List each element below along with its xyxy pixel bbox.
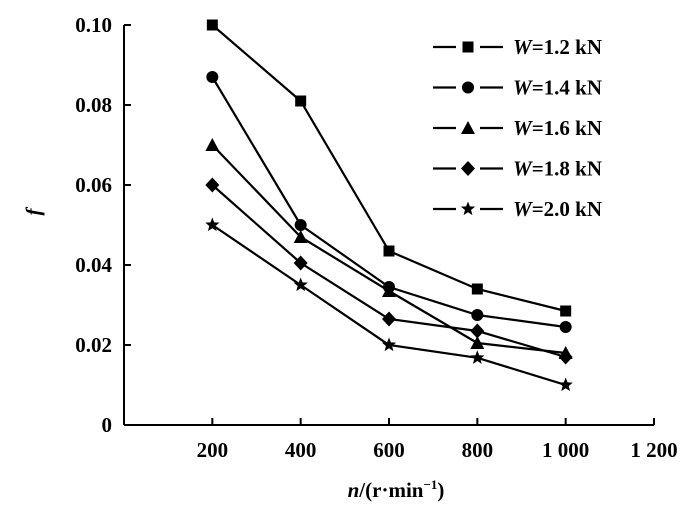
legend-label-value: =2.0 kN xyxy=(532,197,602,221)
data-point-star xyxy=(470,350,485,364)
data-point-square xyxy=(295,95,307,107)
legend-entry: W=2.0 kN xyxy=(433,197,602,221)
legend-label-variable: W xyxy=(513,116,533,140)
data-point-circle xyxy=(471,309,484,321)
legend-label-value: =1.4 kN xyxy=(532,76,602,100)
legend-entry: W=1.4 kN xyxy=(433,76,602,100)
data-point-triangle xyxy=(470,336,485,349)
data-point-triangle xyxy=(293,230,308,243)
x-axis-title-exponent: −1 xyxy=(423,477,437,492)
legend-entry: W=1.6 kN xyxy=(433,116,602,140)
legend-label: W=2.0 kN xyxy=(513,197,602,221)
data-point-star xyxy=(205,217,220,232)
legend-label-value: =1.6 kN xyxy=(532,116,602,140)
data-point-triangle xyxy=(205,138,220,151)
data-point-square xyxy=(471,283,483,295)
legend-marker-circle xyxy=(462,81,474,94)
x-axis-title-units: /(r·min xyxy=(358,478,423,502)
data-point-star xyxy=(293,277,308,292)
y-tick-label: 0.10 xyxy=(75,13,112,37)
legend: W=1.2 kNW=1.4 kNW=1.6 kNW=1.8 kNW=2.0 kN xyxy=(433,35,602,221)
data-point-square xyxy=(206,19,218,31)
data-point-circle xyxy=(559,321,572,333)
data-point-diamond xyxy=(558,349,573,365)
y-tick-label: 0 xyxy=(102,413,113,437)
legend-label-value: =1.2 kN xyxy=(532,35,602,59)
x-axis-title-close: ) xyxy=(437,478,444,502)
y-tick-label: 0.06 xyxy=(75,173,112,197)
x-tick-label: 200 xyxy=(197,438,229,462)
plot-area xyxy=(205,19,573,392)
legend-entry: W=1.8 kN xyxy=(433,157,602,181)
y-tick-label: 0.08 xyxy=(75,93,112,117)
y-tick-label: 0.02 xyxy=(75,333,112,357)
legend-label-variable: W xyxy=(513,35,533,59)
x-tick-label: 400 xyxy=(285,438,317,462)
series-5 xyxy=(205,217,573,392)
data-point-triangle xyxy=(382,284,396,297)
data-point-diamond xyxy=(205,177,220,193)
data-point-diamond xyxy=(470,323,485,339)
x-axis-title: n/(r·min−1) xyxy=(348,477,445,502)
series-1 xyxy=(206,19,572,317)
data-point-circle xyxy=(206,71,219,83)
data-point-square xyxy=(560,305,572,317)
series-4 xyxy=(205,177,573,365)
data-point-star xyxy=(558,377,573,392)
axis-ticks: 200 400 600 800 1 000 1 200 0 0.02 0.04 0.06 0.08 0… xyxy=(75,13,677,462)
x-tick-label: 600 xyxy=(373,438,405,462)
x-tick-label: 800 xyxy=(462,438,494,462)
data-point-circle xyxy=(294,219,307,231)
x-axis-title-variable: n xyxy=(348,478,360,502)
y-axis-title: f xyxy=(21,207,45,216)
legend-label-variable: W xyxy=(513,157,533,181)
legend-marker-triangle xyxy=(461,121,475,134)
data-point-diamond xyxy=(293,255,308,271)
legend-marker-diamond xyxy=(461,161,475,176)
legend-marker-star xyxy=(460,201,476,216)
data-point-square xyxy=(383,245,395,257)
legend-label: W=1.8 kN xyxy=(513,157,602,181)
legend-marker-square xyxy=(462,41,474,53)
legend-label: W=1.2 kN xyxy=(513,35,602,59)
x-tick-label: 1 200 xyxy=(630,438,677,462)
legend-label-value: =1.8 kN xyxy=(532,157,602,181)
legend-label-variable: W xyxy=(513,197,533,221)
legend-label-variable: W xyxy=(513,76,533,100)
data-point-diamond xyxy=(382,311,396,327)
legend-label: W=1.4 kN xyxy=(513,76,602,100)
y-tick-label: 0.04 xyxy=(75,253,112,277)
legend-label: W=1.6 kN xyxy=(513,116,602,140)
legend-entry: W=1.2 kN xyxy=(433,35,602,59)
data-point-star xyxy=(381,337,397,352)
x-tick-label: 1 000 xyxy=(542,438,589,462)
